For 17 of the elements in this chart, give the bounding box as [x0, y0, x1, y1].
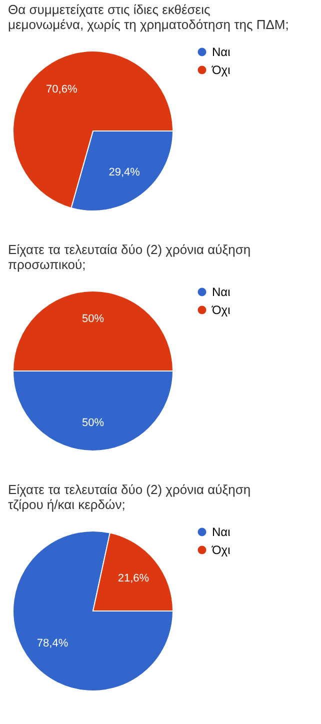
legend-label: Όχι	[211, 543, 231, 557]
pie-slice	[12, 50, 174, 208]
data-label: 70,6%	[46, 84, 78, 96]
legend-label: Όχι	[211, 63, 231, 77]
data-label: 78,4%	[36, 638, 68, 650]
data-label: 29,4%	[108, 166, 140, 178]
data-label: 21,6%	[118, 572, 150, 584]
legend-label: Όχι	[211, 303, 231, 317]
legend-label: Ναι	[212, 285, 231, 299]
data-label: 50%	[82, 313, 104, 325]
legend-label: Ναι	[212, 45, 231, 59]
legend-label: Ναι	[212, 525, 231, 539]
pie-slice	[12, 530, 174, 692]
chart-title: Είχατε τα τελευταία δύο (2) χρόνια αύξηση τζίρου ή/και κερδών;	[8, 482, 251, 512]
chart-title: Είχατε τα τελευταία δύο (2) χρόνια αύξηση προσωπικού;	[8, 242, 251, 272]
chart-title: Θα συμμετείχατε στις ίδιες εκθέσεις μεμονωμένα, χωρίς τη χρηματοδότηση της ΠΔΜ;	[8, 2, 289, 32]
data-label: 50%	[82, 417, 104, 429]
